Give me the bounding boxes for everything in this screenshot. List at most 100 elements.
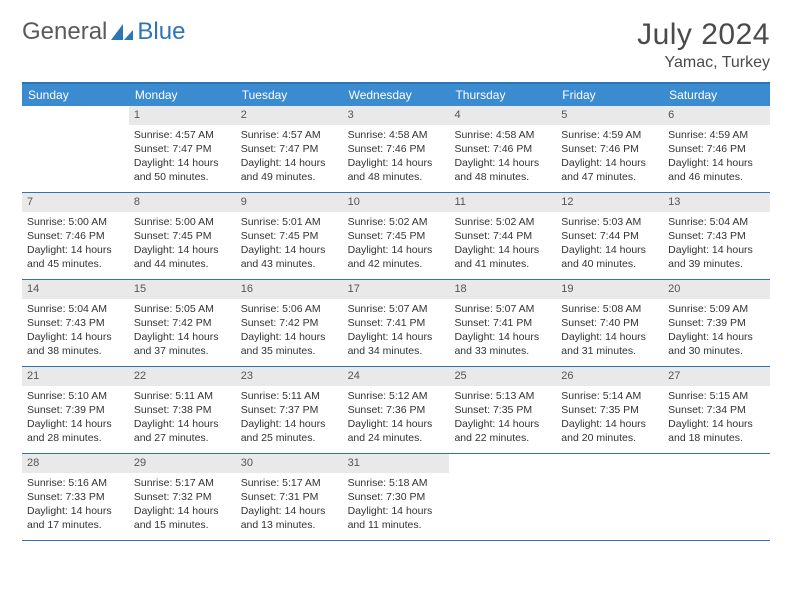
day-content: Sunrise: 5:02 AMSunset: 7:45 PMDaylight:… [343,212,450,278]
weekday-row: Sunday Monday Tuesday Wednesday Thursday… [22,84,770,106]
day-cell: 2Sunrise: 4:57 AMSunset: 7:47 PMDaylight… [236,106,343,192]
day-content: Sunrise: 4:58 AMSunset: 7:46 PMDaylight:… [449,125,556,191]
day-cell: 29Sunrise: 5:17 AMSunset: 7:32 PMDayligh… [129,454,236,540]
day-cell: 7Sunrise: 5:00 AMSunset: 7:46 PMDaylight… [22,193,129,279]
sunset-text: Sunset: 7:45 PM [348,229,445,243]
week-row: 1Sunrise: 4:57 AMSunset: 7:47 PMDaylight… [22,106,770,193]
day-number: 31 [343,454,450,473]
day-number: 20 [663,280,770,299]
sunset-text: Sunset: 7:46 PM [561,142,658,156]
sunset-text: Sunset: 7:41 PM [454,316,551,330]
daylight-text: Daylight: 14 hours and 27 minutes. [134,417,231,445]
sunrise-text: Sunrise: 5:06 AM [241,302,338,316]
day-cell: 9Sunrise: 5:01 AMSunset: 7:45 PMDaylight… [236,193,343,279]
daylight-text: Daylight: 14 hours and 13 minutes. [241,504,338,532]
day-cell: 10Sunrise: 5:02 AMSunset: 7:45 PMDayligh… [343,193,450,279]
day-content: Sunrise: 5:02 AMSunset: 7:44 PMDaylight:… [449,212,556,278]
sunset-text: Sunset: 7:33 PM [27,490,124,504]
day-content: Sunrise: 5:10 AMSunset: 7:39 PMDaylight:… [22,386,129,452]
daylight-text: Daylight: 14 hours and 45 minutes. [27,243,124,271]
sunset-text: Sunset: 7:46 PM [668,142,765,156]
day-cell: 12Sunrise: 5:03 AMSunset: 7:44 PMDayligh… [556,193,663,279]
daylight-text: Daylight: 14 hours and 46 minutes. [668,156,765,184]
sunrise-text: Sunrise: 5:00 AM [27,215,124,229]
sunset-text: Sunset: 7:35 PM [454,403,551,417]
day-number: 13 [663,193,770,212]
day-content: Sunrise: 5:13 AMSunset: 7:35 PMDaylight:… [449,386,556,452]
day-cell: 26Sunrise: 5:14 AMSunset: 7:35 PMDayligh… [556,367,663,453]
sunset-text: Sunset: 7:39 PM [668,316,765,330]
sunset-text: Sunset: 7:46 PM [454,142,551,156]
day-cell: 4Sunrise: 4:58 AMSunset: 7:46 PMDaylight… [449,106,556,192]
day-number: 29 [129,454,236,473]
sunset-text: Sunset: 7:47 PM [241,142,338,156]
day-cell: 15Sunrise: 5:05 AMSunset: 7:42 PMDayligh… [129,280,236,366]
day-content: Sunrise: 5:15 AMSunset: 7:34 PMDaylight:… [663,386,770,452]
day-content: Sunrise: 5:05 AMSunset: 7:42 PMDaylight:… [129,299,236,365]
day-content: Sunrise: 5:09 AMSunset: 7:39 PMDaylight:… [663,299,770,365]
sunrise-text: Sunrise: 4:57 AM [241,128,338,142]
day-cell: 16Sunrise: 5:06 AMSunset: 7:42 PMDayligh… [236,280,343,366]
day-content: Sunrise: 4:59 AMSunset: 7:46 PMDaylight:… [663,125,770,191]
logo-text-2: Blue [137,18,185,46]
sunset-text: Sunset: 7:46 PM [348,142,445,156]
week-row: 21Sunrise: 5:10 AMSunset: 7:39 PMDayligh… [22,367,770,454]
sunrise-text: Sunrise: 5:02 AM [454,215,551,229]
sunrise-text: Sunrise: 5:11 AM [134,389,231,403]
daylight-text: Daylight: 14 hours and 11 minutes. [348,504,445,532]
day-number: 18 [449,280,556,299]
daylight-text: Daylight: 14 hours and 41 minutes. [454,243,551,271]
day-cell: 8Sunrise: 5:00 AMSunset: 7:45 PMDaylight… [129,193,236,279]
day-number: 5 [556,106,663,125]
week-row: 28Sunrise: 5:16 AMSunset: 7:33 PMDayligh… [22,454,770,541]
day-number: 3 [343,106,450,125]
daylight-text: Daylight: 14 hours and 28 minutes. [27,417,124,445]
header: General Blue July 2024 Yamac, Turkey [22,18,770,72]
sunset-text: Sunset: 7:44 PM [454,229,551,243]
week-row: 14Sunrise: 5:04 AMSunset: 7:43 PMDayligh… [22,280,770,367]
day-cell [22,106,129,192]
day-number: 12 [556,193,663,212]
day-cell: 25Sunrise: 5:13 AMSunset: 7:35 PMDayligh… [449,367,556,453]
day-cell [663,454,770,540]
weekday-header: Monday [129,84,236,106]
day-cell: 20Sunrise: 5:09 AMSunset: 7:39 PMDayligh… [663,280,770,366]
day-content: Sunrise: 4:57 AMSunset: 7:47 PMDaylight:… [236,125,343,191]
weekday-header: Saturday [663,84,770,106]
sunrise-text: Sunrise: 4:59 AM [668,128,765,142]
day-cell: 14Sunrise: 5:04 AMSunset: 7:43 PMDayligh… [22,280,129,366]
daylight-text: Daylight: 14 hours and 43 minutes. [241,243,338,271]
daylight-text: Daylight: 14 hours and 47 minutes. [561,156,658,184]
sunrise-text: Sunrise: 5:12 AM [348,389,445,403]
daylight-text: Daylight: 14 hours and 49 minutes. [241,156,338,184]
daylight-text: Daylight: 14 hours and 34 minutes. [348,330,445,358]
logo-text-1: General [22,18,107,46]
day-number: 30 [236,454,343,473]
day-number: 26 [556,367,663,386]
weekday-header: Wednesday [343,84,450,106]
day-number: 2 [236,106,343,125]
sunrise-text: Sunrise: 5:11 AM [241,389,338,403]
day-number: 14 [22,280,129,299]
day-cell: 18 Sunrise: 5:07 AMSunset: 7:41 PMDayligh… [449,280,556,366]
sunrise-text: Sunrise: 5:17 AM [241,476,338,490]
day-number: 17 [343,280,450,299]
sunrise-text: Sunrise: 5:00 AM [134,215,231,229]
day-content: Sunrise: 4:58 AMSunset: 7:46 PMDaylight:… [343,125,450,191]
sunrise-text: Sunrise: 4:58 AM [454,128,551,142]
sunset-text: Sunset: 7:44 PM [561,229,658,243]
sunset-text: Sunset: 7:41 PM [348,316,445,330]
day-content: Sunrise: 5:01 AMSunset: 7:45 PMDaylight:… [236,212,343,278]
day-cell: 17Sunrise: 5:07 AMSunset: 7:41 PMDayligh… [343,280,450,366]
daylight-text: Daylight: 14 hours and 30 minutes. [668,330,765,358]
day-content: Sunrise: 5:08 AMSunset: 7:40 PMDaylight:… [556,299,663,365]
daylight-text: Daylight: 14 hours and 44 minutes. [134,243,231,271]
day-content: Sunrise: 5:06 AMSunset: 7:42 PMDaylight:… [236,299,343,365]
daylight-text: Daylight: 14 hours and 38 minutes. [27,330,124,358]
day-cell: 27Sunrise: 5:15 AMSunset: 7:34 PMDayligh… [663,367,770,453]
sunset-text: Sunset: 7:36 PM [348,403,445,417]
sunrise-text: Sunrise: 5:07 AM [454,302,551,316]
sunset-text: Sunset: 7:31 PM [241,490,338,504]
month-title: July 2024 [637,18,770,52]
daylight-text: Daylight: 14 hours and 33 minutes. [454,330,551,358]
